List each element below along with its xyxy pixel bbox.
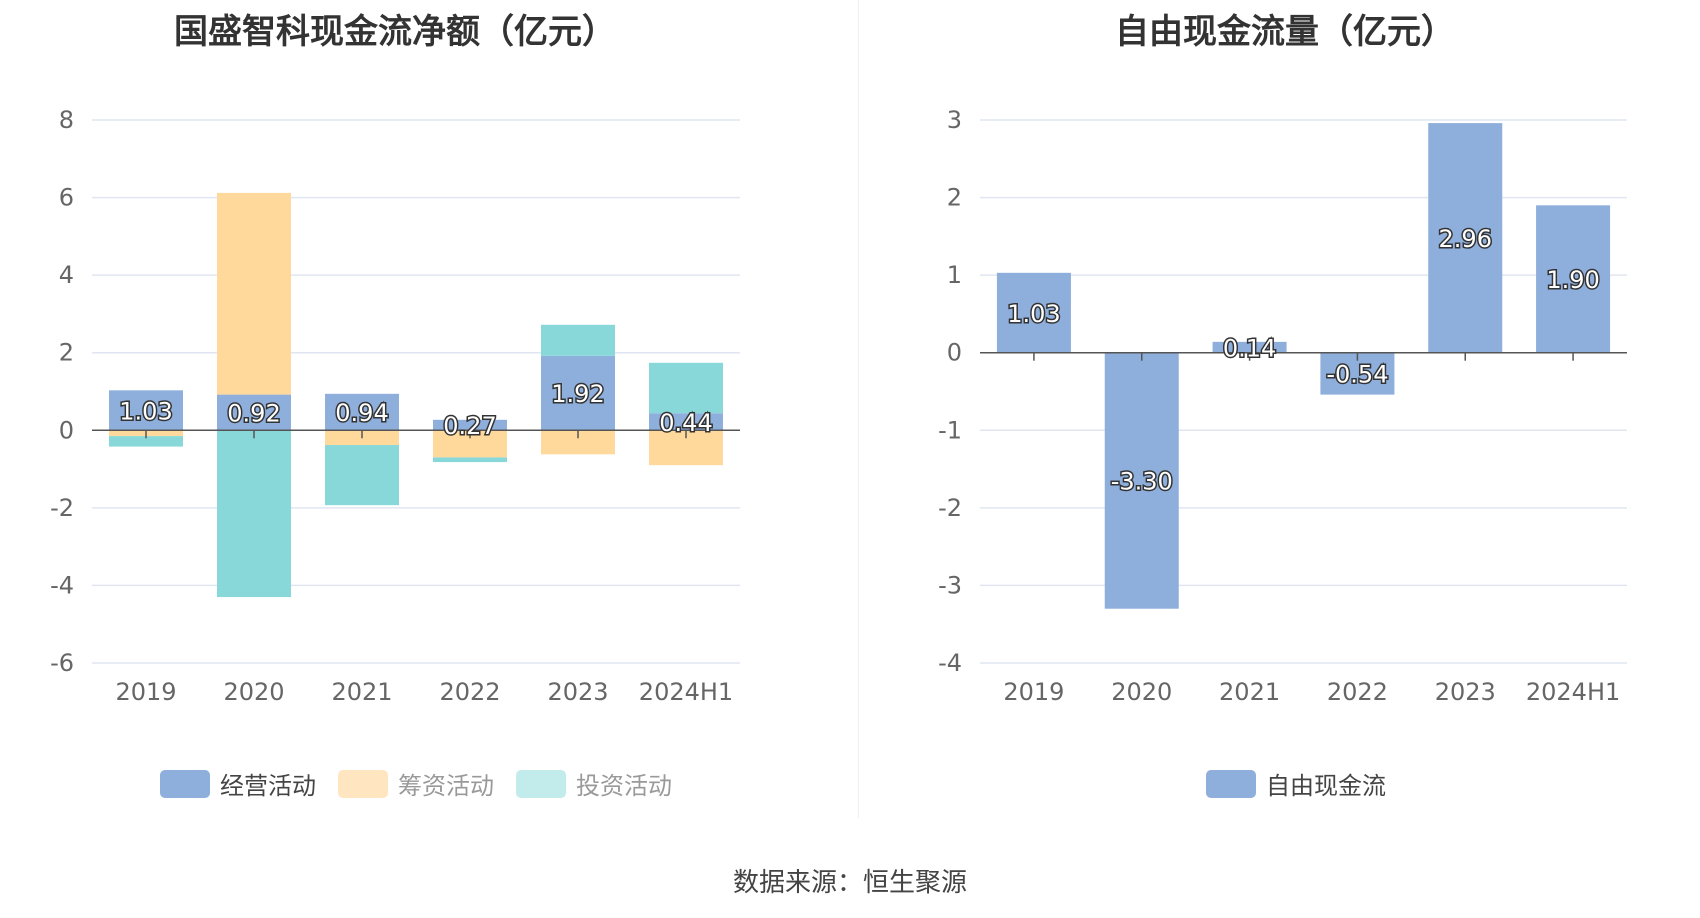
y-tick-label: 2 bbox=[59, 339, 74, 367]
bar bbox=[433, 457, 507, 463]
legend-label-investing: 投资活动 bbox=[576, 772, 672, 800]
bar bbox=[1536, 205, 1611, 353]
legend-swatch-financing bbox=[338, 769, 388, 798]
legend-label-financing: 筹资活动 bbox=[398, 772, 494, 800]
data-label: -0.54 bbox=[1326, 361, 1388, 389]
bar bbox=[649, 362, 723, 414]
legend-swatch-investing bbox=[516, 769, 566, 798]
y-tick-label: -3 bbox=[938, 571, 962, 599]
data-label: 1.92 bbox=[551, 380, 604, 408]
bar bbox=[325, 393, 399, 431]
x-tick-label: 2021 bbox=[1219, 678, 1280, 706]
y-tick-label: 1 bbox=[947, 261, 962, 289]
bar bbox=[217, 192, 291, 395]
data-label: 0.27 bbox=[443, 412, 496, 440]
y-tick-label: 0 bbox=[59, 416, 74, 444]
bar bbox=[541, 355, 615, 431]
bar bbox=[109, 436, 183, 447]
legend-label-operating: 经营活动 bbox=[220, 772, 316, 800]
y-tick-label: -2 bbox=[50, 494, 74, 522]
legend-left: 经营活动 筹资活动 投资活动 bbox=[160, 766, 694, 801]
bar bbox=[325, 445, 399, 506]
x-tick-label: 2021 bbox=[331, 678, 392, 706]
bar bbox=[217, 394, 291, 431]
data-label: 1.90 bbox=[1546, 266, 1599, 294]
data-label: 0.44 bbox=[659, 409, 712, 437]
legend-label-free-cash-flow: 自由现金流 bbox=[1266, 772, 1386, 800]
bar bbox=[1428, 123, 1503, 353]
legend-swatch-operating bbox=[160, 769, 210, 798]
bar bbox=[217, 430, 291, 598]
data-label: 1.03 bbox=[1007, 300, 1060, 328]
y-tick-label: 4 bbox=[59, 261, 74, 289]
legend-item-operating[interactable]: 经营活动 bbox=[160, 766, 316, 801]
bar bbox=[1104, 352, 1179, 609]
legend-item-free-cash-flow[interactable]: 自由现金流 bbox=[1206, 766, 1386, 801]
bar bbox=[996, 272, 1071, 353]
y-tick-label: -4 bbox=[50, 571, 74, 599]
x-tick-label: 2023 bbox=[547, 678, 608, 706]
legend-item-financing[interactable]: 筹资活动 bbox=[338, 766, 494, 801]
x-tick-label: 2024H1 bbox=[1526, 678, 1620, 706]
x-tick-label: 2019 bbox=[115, 678, 176, 706]
source-note: 数据来源：恒生聚源 bbox=[732, 868, 967, 898]
x-tick-label: 2022 bbox=[439, 678, 500, 706]
y-tick-label: 6 bbox=[59, 184, 74, 212]
x-tick-label: 2020 bbox=[1111, 678, 1172, 706]
bar bbox=[649, 413, 723, 431]
bar bbox=[109, 390, 183, 431]
data-label: 0.94 bbox=[335, 399, 388, 427]
y-tick-label: -6 bbox=[50, 649, 74, 677]
data-label: 1.03 bbox=[119, 397, 172, 425]
data-label: 0.14 bbox=[1223, 334, 1276, 362]
x-tick-label: 2020 bbox=[223, 678, 284, 706]
bar bbox=[1212, 341, 1287, 353]
x-tick-label: 2024H1 bbox=[639, 678, 733, 706]
legend-item-investing[interactable]: 投资活动 bbox=[516, 766, 672, 801]
bar bbox=[433, 419, 507, 431]
y-tick-label: -4 bbox=[938, 649, 962, 677]
x-tick-label: 2022 bbox=[1327, 678, 1388, 706]
legend-right: 自由现金流 bbox=[1206, 766, 1408, 801]
x-tick-label: 2019 bbox=[1003, 678, 1064, 706]
data-label: 0.92 bbox=[227, 399, 280, 427]
legend-swatch-free-cash-flow bbox=[1206, 769, 1256, 798]
data-label: 2.96 bbox=[1439, 225, 1492, 253]
chart-title-right: 自由现金流量（亿元） bbox=[1115, 12, 1455, 52]
y-tick-label: 0 bbox=[947, 339, 962, 367]
data-label: -3.30 bbox=[1111, 468, 1173, 496]
x-tick-label: 2023 bbox=[1435, 678, 1496, 706]
chart-title-left: 国盛智科现金流净额（亿元） bbox=[174, 12, 616, 52]
y-tick-label: 3 bbox=[947, 106, 962, 134]
bar bbox=[541, 324, 615, 356]
chart-divider bbox=[858, 0, 859, 818]
y-tick-label: 8 bbox=[59, 106, 74, 134]
y-tick-label: -2 bbox=[938, 494, 962, 522]
y-tick-label: 2 bbox=[947, 184, 962, 212]
y-tick-label: -1 bbox=[938, 416, 962, 444]
